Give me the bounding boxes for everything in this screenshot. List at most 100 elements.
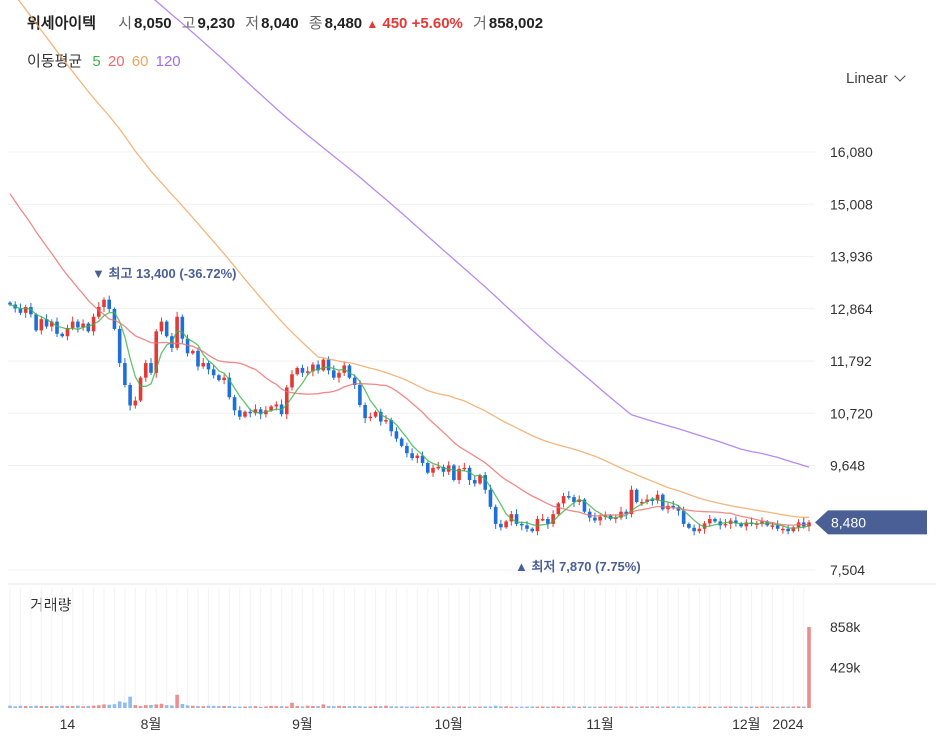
volume-bar[interactable] — [530, 706, 535, 708]
volume-bar[interactable] — [666, 706, 670, 708]
volume-bar[interactable] — [81, 706, 85, 708]
candle-body[interactable] — [624, 511, 629, 515]
candle-body[interactable] — [692, 527, 696, 532]
volume-bar[interactable] — [734, 706, 738, 708]
volume-bar[interactable] — [770, 706, 775, 708]
candle-body[interactable] — [34, 314, 38, 331]
volume-bar[interactable] — [34, 705, 38, 708]
volume-bar[interactable] — [159, 703, 164, 708]
volume-bar[interactable] — [415, 706, 420, 708]
candle-body[interactable] — [337, 372, 341, 378]
volume-bar[interactable] — [91, 705, 96, 708]
volume-bar[interactable] — [107, 704, 112, 708]
volume-bar[interactable] — [243, 706, 247, 708]
volume-bar[interactable] — [258, 706, 263, 708]
candle-body[interactable] — [44, 319, 49, 327]
candle-body[interactable] — [237, 410, 242, 417]
volume-bar[interactable] — [128, 696, 132, 708]
ma-20-label[interactable]: 20 — [107, 53, 125, 70]
candle-body[interactable] — [561, 496, 566, 504]
candle-body[interactable] — [681, 510, 686, 524]
volume-bar[interactable] — [311, 706, 315, 708]
volume-bar[interactable] — [687, 706, 691, 708]
candle-body[interactable] — [504, 521, 508, 528]
candle-body[interactable] — [760, 521, 764, 524]
candle-body[interactable] — [206, 363, 211, 370]
candle-body[interactable] — [499, 523, 503, 528]
candle-body[interactable] — [164, 321, 169, 337]
candle-body[interactable] — [217, 375, 221, 381]
volume-bar[interactable] — [587, 706, 592, 708]
candle-body[interactable] — [258, 409, 263, 415]
candle-body[interactable] — [566, 496, 571, 498]
candle-body[interactable] — [734, 520, 738, 524]
volume-bar[interactable] — [363, 706, 367, 708]
volume-bar[interactable] — [60, 705, 65, 708]
candle-body[interactable] — [472, 480, 477, 484]
candle-body[interactable] — [49, 321, 54, 327]
candle-body[interactable] — [154, 331, 159, 373]
candle-body[interactable] — [525, 525, 529, 529]
volume-bar[interactable] — [728, 706, 733, 708]
volume-bar[interactable] — [718, 706, 723, 708]
volume-bar[interactable] — [347, 706, 352, 708]
volume-bar[interactable] — [321, 704, 326, 708]
volume-bar[interactable] — [300, 706, 305, 708]
volume-bar[interactable] — [744, 706, 749, 708]
volume-bar[interactable] — [55, 705, 59, 708]
candle-body[interactable] — [634, 489, 639, 502]
volume-bar[interactable] — [775, 706, 780, 708]
volume-bar[interactable] — [499, 706, 503, 708]
volume-bar[interactable] — [117, 701, 122, 708]
volume-bar[interactable] — [86, 705, 91, 708]
candle-body[interactable] — [629, 489, 634, 515]
candle-body[interactable] — [781, 528, 785, 531]
candle-body[interactable] — [248, 411, 253, 414]
candle-body[interactable] — [331, 370, 336, 378]
volume-bar[interactable] — [504, 706, 508, 708]
candle-body[interactable] — [707, 519, 712, 524]
candle-body[interactable] — [175, 316, 179, 348]
candle-body[interactable] — [107, 299, 112, 309]
candle-body[interactable] — [415, 455, 420, 459]
volume-bar[interactable] — [655, 706, 660, 708]
volume-bar[interactable] — [211, 705, 216, 708]
volume-bar[interactable] — [702, 706, 707, 708]
candle-body[interactable] — [347, 365, 352, 378]
volume-bar[interactable] — [551, 706, 555, 708]
candle-body[interactable] — [671, 505, 676, 508]
candle-body[interactable] — [394, 431, 399, 439]
candle-body[interactable] — [232, 397, 237, 411]
volume-bar[interactable] — [112, 704, 117, 708]
candle-body[interactable] — [368, 416, 373, 419]
candle-body[interactable] — [269, 406, 273, 411]
volume-bar[interactable] — [389, 706, 394, 708]
volume-bar[interactable] — [425, 706, 430, 708]
candle-body[interactable] — [519, 523, 524, 526]
volume-bar[interactable] — [269, 705, 273, 708]
volume-bar[interactable] — [237, 706, 242, 708]
volume-bar[interactable] — [217, 706, 221, 708]
candle-body[interactable] — [405, 445, 409, 454]
volume-bar[interactable] — [154, 704, 159, 708]
volume-bar[interactable] — [384, 705, 388, 708]
volume-bar[interactable] — [284, 706, 289, 708]
volume-bar[interactable] — [164, 705, 169, 708]
candle-body[interactable] — [546, 519, 550, 524]
volume-bar[interactable] — [44, 706, 49, 708]
volume-bar[interactable] — [274, 706, 279, 708]
volume-bar[interactable] — [143, 705, 148, 708]
candle-body[interactable] — [410, 453, 414, 459]
candle-body[interactable] — [514, 514, 519, 524]
candle-body[interactable] — [70, 321, 75, 328]
volume-bar[interactable] — [290, 702, 294, 708]
volume-bar[interactable] — [452, 706, 456, 708]
volume-bar[interactable] — [337, 705, 341, 708]
volume-bar[interactable] — [713, 706, 717, 708]
volume-bar[interactable] — [8, 705, 12, 708]
volume-bar[interactable] — [201, 706, 206, 708]
candle-body[interactable] — [112, 308, 117, 329]
volume-bar[interactable] — [681, 706, 686, 708]
volume-bar[interactable] — [227, 705, 232, 708]
volume-bar[interactable] — [65, 706, 70, 708]
